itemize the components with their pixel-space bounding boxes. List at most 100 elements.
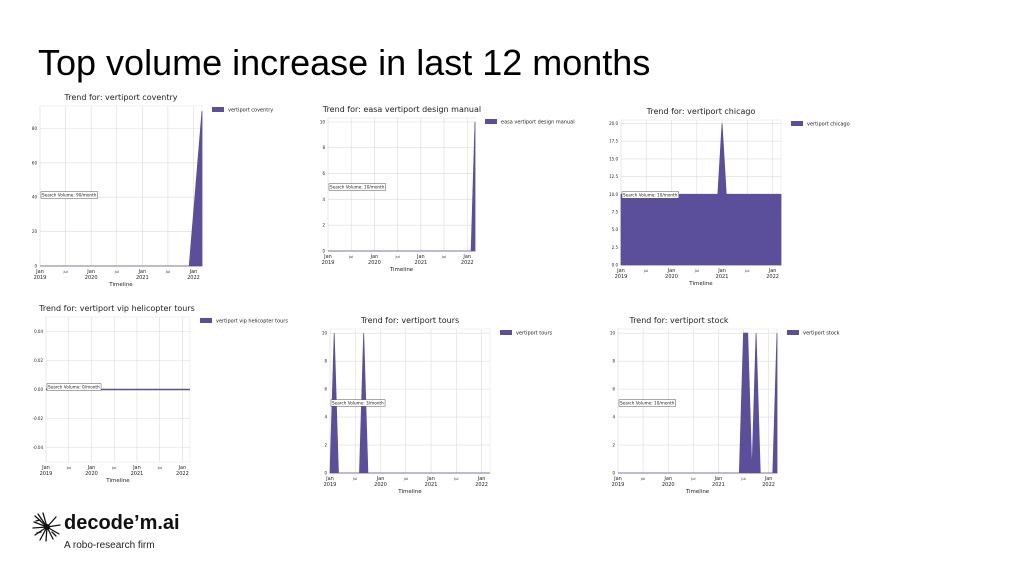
legend-swatch bbox=[787, 330, 799, 335]
y-tick-label: 0 bbox=[34, 264, 37, 269]
x-tick-label: Jul bbox=[643, 269, 648, 273]
x-tick-label: Jul bbox=[348, 255, 353, 259]
chart-vertiport-stock: Trend for: vertiport stock 0 2 4 6 8 10 Jan 2019… bbox=[610, 316, 840, 495]
y-tick-label: 6 bbox=[612, 387, 615, 392]
annotation-box bbox=[46, 383, 102, 391]
chart-title: Trend for: easa vertiport design manual bbox=[322, 105, 481, 114]
y-tick-label: 4 bbox=[324, 415, 327, 420]
plot-area bbox=[39, 105, 203, 267]
x-tick-label: Jul bbox=[640, 477, 645, 481]
x-tick-label: Jan 2022 bbox=[766, 268, 779, 280]
legend-swatch bbox=[212, 107, 224, 112]
y-tick-label: 12.5 bbox=[609, 174, 618, 179]
search-volume-annotation: Search Volume: 10/month bbox=[330, 185, 385, 190]
chart-easa-vertiport-design-manual: Trend for: easa vertiport design manual 0… bbox=[320, 105, 575, 273]
series-area bbox=[328, 121, 476, 252]
annotation-box bbox=[40, 191, 98, 199]
search-volume-annotation: Search Volume: 10/month bbox=[623, 193, 678, 198]
annotation-box bbox=[328, 183, 386, 191]
x-tick-label: Jul bbox=[352, 477, 357, 481]
x-tick-label: Jan 2022 bbox=[176, 465, 189, 477]
y-tick-label: 0.04 bbox=[34, 329, 43, 334]
x-tick-label: Jan 2020 bbox=[374, 476, 387, 488]
x-tick-label: Jan 2019 bbox=[612, 476, 625, 488]
chart-title: Trend for: vertiport chicago bbox=[646, 107, 756, 116]
x-tick-label: Jan 2019 bbox=[40, 465, 53, 477]
brand-tagline: A robo-research firm bbox=[64, 540, 155, 551]
x-tick-label: Jan 2021 bbox=[131, 465, 144, 477]
decodem-logo-icon bbox=[32, 512, 61, 542]
x-tick-label: Jul bbox=[441, 255, 446, 259]
y-tick-label: 2.5 bbox=[612, 245, 619, 250]
x-tick-label: Jul bbox=[395, 255, 400, 259]
annotation-box bbox=[621, 191, 679, 199]
chart-vertiport-tours: Trend for: vertiport tours 0 2 4 6 8 10 Jan 2019… bbox=[322, 316, 553, 495]
y-tick-label: 10 bbox=[610, 331, 616, 336]
x-tick-label: Jul bbox=[690, 477, 695, 481]
legend-label: vertiport chicago bbox=[807, 122, 850, 128]
x-axis-label: Timeline bbox=[389, 267, 414, 273]
chart-title: Trend for: vertiport stock bbox=[628, 316, 728, 325]
y-tick-label: 8 bbox=[324, 359, 327, 364]
y-tick-label: 0 bbox=[324, 471, 327, 476]
series-area bbox=[40, 111, 203, 267]
y-tick-label: 4 bbox=[612, 415, 615, 420]
x-tick-label: Jan 2019 bbox=[615, 268, 628, 280]
x-tick-label: Jan 2020 bbox=[85, 269, 98, 281]
chart-title: Trend for: vertiport tours bbox=[360, 316, 459, 325]
y-tick-label: 17.5 bbox=[609, 139, 618, 144]
y-tick-label: 15.0 bbox=[609, 156, 618, 161]
x-tick-label: Jul bbox=[66, 466, 71, 470]
y-tick-label: 5.0 bbox=[612, 227, 619, 232]
x-tick-label: Jan 2021 bbox=[716, 268, 729, 280]
x-tick-label: Jan 2022 bbox=[187, 269, 200, 281]
x-tick-label: Jan 2021 bbox=[136, 269, 149, 281]
legend-label: vertiport coventry bbox=[228, 108, 273, 114]
search-volume-annotation: Search Volume: 3/month bbox=[332, 401, 384, 406]
y-tick-label: 6 bbox=[324, 387, 327, 392]
y-tick-label: 8 bbox=[612, 359, 615, 364]
y-tick-label: 2 bbox=[324, 443, 327, 448]
y-tick-label: 6 bbox=[322, 171, 325, 176]
x-tick-label: Jan 2019 bbox=[322, 254, 335, 266]
y-tick-label: 0.0 bbox=[612, 263, 619, 268]
x-axis-label: Timeline bbox=[688, 281, 713, 287]
chart-title: Trend for: vertiport vip helicopter tour… bbox=[38, 304, 195, 313]
y-tick-label: 7.5 bbox=[612, 209, 619, 214]
y-tick-label: 0.00 bbox=[34, 387, 43, 392]
y-tick-label: 60 bbox=[32, 160, 38, 165]
annotation-box bbox=[618, 399, 676, 407]
y-tick-label: 4 bbox=[322, 197, 325, 202]
x-tick-label: Jan 2022 bbox=[762, 476, 775, 488]
x-tick-label: Jan 2019 bbox=[34, 269, 47, 281]
y-tick-label: 20 bbox=[32, 229, 38, 234]
legend-swatch bbox=[500, 330, 512, 335]
legend-swatch bbox=[200, 318, 212, 323]
chart-vertiport-vip-helicopter-tours: Trend for: vertiport vip helicopter tour… bbox=[33, 304, 289, 484]
x-tick-label: Jan 2019 bbox=[324, 476, 337, 488]
y-tick-label: 10.0 bbox=[609, 192, 618, 197]
legend-label: vertiport tours bbox=[516, 331, 553, 337]
x-axis-label: Timeline bbox=[397, 489, 422, 495]
x-tick-label: Jul bbox=[453, 477, 458, 481]
y-tick-label: 20.0 bbox=[609, 121, 618, 126]
slide-title: Top volume increase in last 12 months bbox=[38, 42, 651, 83]
chart-title: Trend for: vertiport coventry bbox=[64, 93, 178, 102]
brand-name: decode’m.ai bbox=[64, 512, 180, 534]
x-tick-label: Jan 2020 bbox=[368, 254, 381, 266]
search-volume-annotation: Search Volume: 0/month bbox=[48, 385, 100, 390]
x-tick-label: Jan 2020 bbox=[85, 465, 98, 477]
x-axis-label: Timeline bbox=[685, 489, 710, 495]
y-tick-label: 8 bbox=[322, 145, 325, 150]
y-tick-label: -0.04 bbox=[33, 445, 44, 450]
y-tick-label: 2 bbox=[612, 443, 615, 448]
series-area bbox=[618, 332, 778, 474]
x-tick-label: Jul bbox=[403, 477, 408, 481]
search-volume-annotation: Search Volume: 10/month bbox=[620, 401, 675, 406]
legend-swatch bbox=[485, 119, 497, 124]
x-tick-label: Jul bbox=[157, 466, 162, 470]
y-tick-label: 0 bbox=[322, 249, 325, 254]
x-tick-label: Jul bbox=[694, 269, 699, 273]
x-tick-label: Jul bbox=[744, 269, 749, 273]
y-tick-label: 10 bbox=[322, 331, 328, 336]
